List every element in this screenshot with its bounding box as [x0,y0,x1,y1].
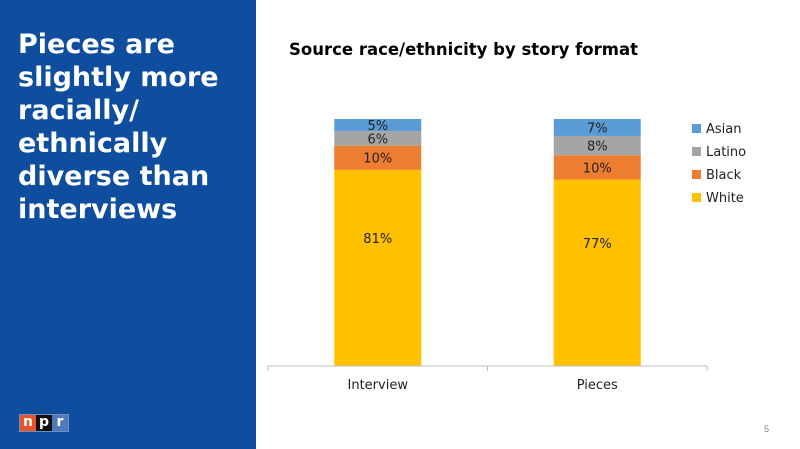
data-label: 5% [367,119,388,134]
data-label: 10% [583,161,612,176]
x-tick-label: Interview [348,378,409,393]
chart-title: Source race/ethnicity by story format [289,40,638,59]
x-tick-label: Pieces [577,378,618,393]
slide-number: 5 [764,424,770,434]
logo-p: p [36,415,52,431]
legend-swatch-black [692,170,701,179]
legend-swatch-latino [692,147,701,156]
bar-segment-white-interview [334,169,422,366]
legend-swatch-white [692,193,701,202]
bar-segment-asian-interview [334,119,422,132]
bar-segment-black-pieces [553,155,641,180]
bar-segment-asian-pieces [553,119,641,136]
data-label: 77% [583,237,612,252]
bar-segment-white-pieces [553,179,641,366]
legend-label-white: White [706,191,744,206]
data-label: 7% [587,121,608,136]
legend-swatch-asian [692,124,701,133]
data-label: 8% [587,140,608,155]
legend-label-asian: Asian [706,122,741,137]
data-label: 81% [363,232,392,247]
legend-label-latino: Latino [706,145,746,160]
legend-label-black: Black [706,168,742,183]
data-label: 6% [367,132,388,147]
logo-n: n [20,415,36,431]
title-panel: Pieces are slightly more racially/ ethni… [0,0,256,449]
npr-logo: n p r [19,414,69,432]
data-label: 10% [363,152,392,167]
bar-segment-black-interview [334,145,422,170]
bar-segment-latino-pieces [553,135,641,156]
logo-r: r [52,415,68,431]
bar-segment-latino-interview [334,131,422,146]
slide-headline: Pieces are slightly more racially/ ethni… [18,29,219,225]
